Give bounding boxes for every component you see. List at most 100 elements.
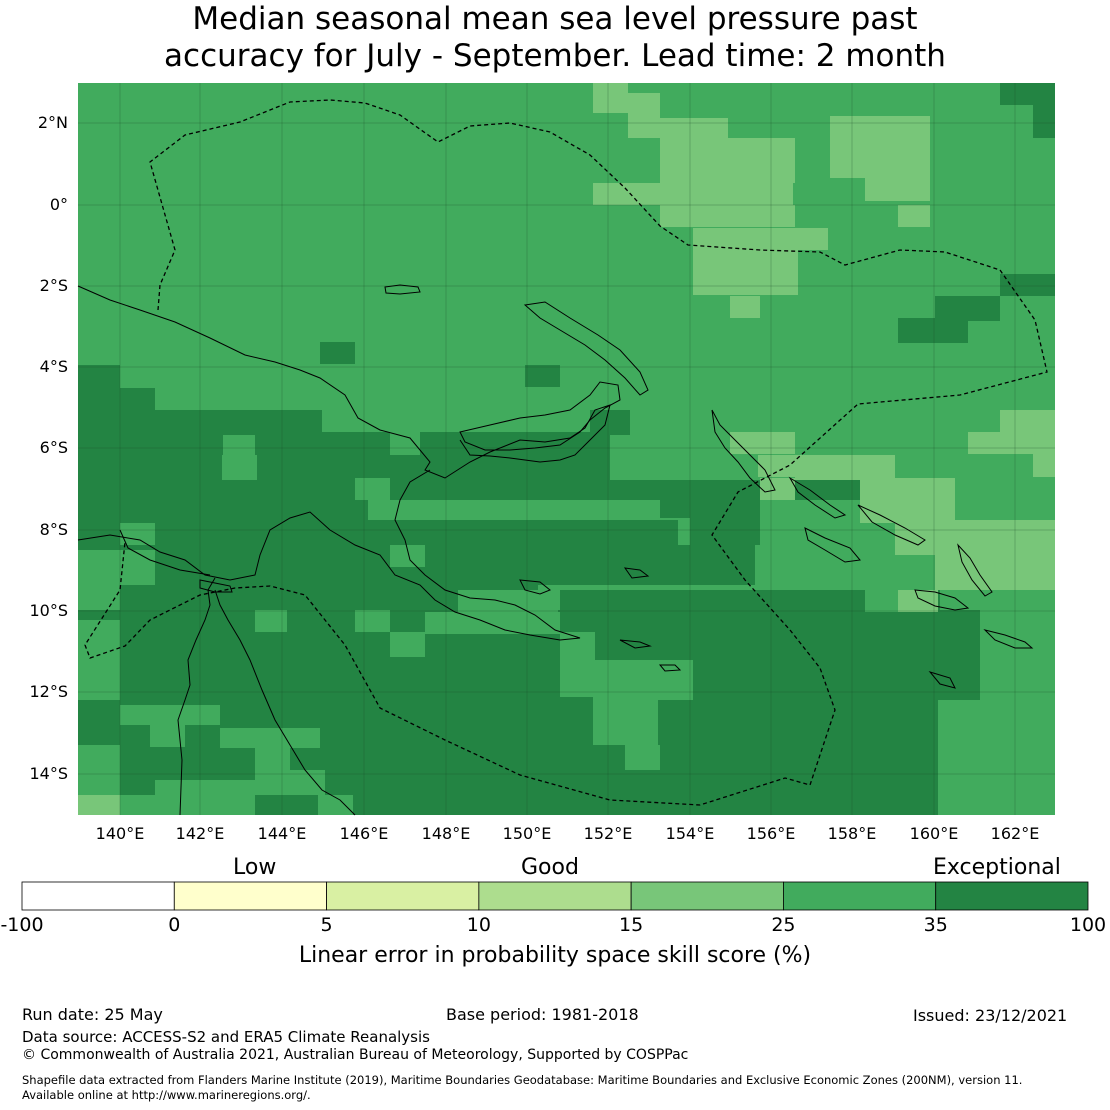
colorbar-tick-label: 100 [1069,914,1107,936]
grid-cell-mid [78,795,120,815]
longitude-label: 158°E [827,824,877,843]
colorbar-segment [173,881,327,911]
dentrecasteaux-islands [519,579,551,595]
colorbar-tick-label: 25 [771,914,796,936]
grid-cell-exceptional [120,388,155,413]
latitude-label: 0° [49,195,68,214]
grid-cell-mid [865,156,930,201]
category-exceptional: Exceptional [933,855,1061,880]
grid-cell-high [625,745,660,770]
skill-score-grid [78,83,1055,815]
new-britain [459,381,621,451]
grid-cell-mid [968,432,1033,454]
grid-cell-exceptional [690,500,760,545]
guadalcanal-island [914,589,970,611]
grid-cell-mid [660,138,795,183]
graticule-lines [78,83,1055,815]
new-georgia-islands [804,527,861,563]
colorbar-tick-label: 10 [466,914,491,936]
colorbar-tick-label: 0 [168,914,181,936]
colorbar-segment [935,881,1089,911]
colorbar-label: Linear error in probability space skill … [298,943,812,968]
longitude-label: 144°E [257,824,307,843]
grid-cell-mid [660,205,795,227]
grid-cell-high [120,795,155,815]
map-title-line-2: accuracy for July - September. Lead time… [164,38,946,74]
latitude-label: 12°S [29,682,68,701]
grid-cell-high [318,795,353,815]
longitude-label: 146°E [339,824,389,843]
grid-cell-high [795,545,865,590]
grid-cell-high [355,478,390,500]
latitude-label: 2°S [39,276,68,295]
colorbar [21,881,1089,911]
copyright-notice: © Commonwealth of Australia 2021, Austra… [22,1047,689,1063]
grid-cell-mid [730,296,760,318]
grid-cell-high [390,632,425,657]
manus-island [384,284,421,295]
new-guinea-south-coast [77,469,581,641]
latitude-label: 6°S [39,438,68,457]
colorbar-segment [478,881,632,911]
new-caledonia-tip [928,671,956,689]
grid-cell-exceptional [898,318,968,343]
latitude-label: 2°N [37,113,68,132]
grid-cell-high [390,545,425,567]
grid-cell-exceptional [78,365,120,410]
colorbar-tick-label: 5 [320,914,333,936]
shapefile-credit: Shapefile data extracted from Flanders M… [22,1073,1023,1087]
grid-cell-exceptional [222,410,322,435]
grid-cell-exceptional [525,365,560,387]
grid-cell-high [255,610,287,632]
longitude-label: 160°E [909,824,959,843]
shapefile-url: Available online at http://www.marinereg… [22,1088,311,1102]
choiseul-island [788,476,847,519]
grid-cell-exceptional [420,432,610,482]
grid-cell-high [78,565,120,610]
colorbar-segment [21,881,175,911]
base-period: Base period: 1981-2018 [446,1005,639,1024]
data-source: Data source: ACCESS-S2 and ERA5 Climate … [22,1028,430,1046]
grid-cell-high [155,780,255,815]
makira-island [983,629,1034,649]
grid-cell-mid [860,478,955,523]
category-low: Low [233,855,277,880]
colorbar-tick-label: 35 [923,914,948,936]
grid-cell-exceptional [590,410,630,435]
new-guinea-north-coast [77,285,611,479]
grid-cell-high [355,610,390,632]
colorbar-tick-label: -100 [0,914,44,936]
grid-cell-mid [795,455,895,480]
grid-cell-mid [693,228,828,250]
grid-cell-mid [830,156,865,178]
latitude-label: 4°S [39,357,68,376]
grid-cell-high [760,500,795,545]
longitude-label: 152°E [583,824,633,843]
grid-cell-mid [628,118,728,138]
grid-cell-exceptional [78,410,223,435]
grid-cell-mid [1033,432,1055,477]
santa-isabel-island [857,504,926,546]
grid-cell-high [150,725,185,747]
coastlines [77,284,1034,816]
grid-cell-exceptional [1033,83,1055,138]
longitude-label: 148°E [421,824,471,843]
grid-cell-mid [935,555,1055,590]
grid-cell-mid [898,205,930,227]
grid-cell-exceptional [320,342,355,364]
category-good: Good [521,855,579,880]
issued-date: Issued: 23/12/2021 [913,1006,1068,1025]
new-ireland [523,301,649,396]
cape-york-coast [177,577,216,816]
grid-cell-mid [730,432,795,454]
grid-cell-mid [830,116,930,156]
latitude-label: 10°S [29,601,68,620]
grid-cell-high [560,632,595,697]
grid-cell-exceptional [365,480,865,500]
louisiade-islands [619,639,682,672]
grid-cell-mid [758,455,798,477]
bougainville [711,409,776,493]
grid-cell-exceptional [935,296,1000,321]
eez-boundary [84,99,1048,806]
